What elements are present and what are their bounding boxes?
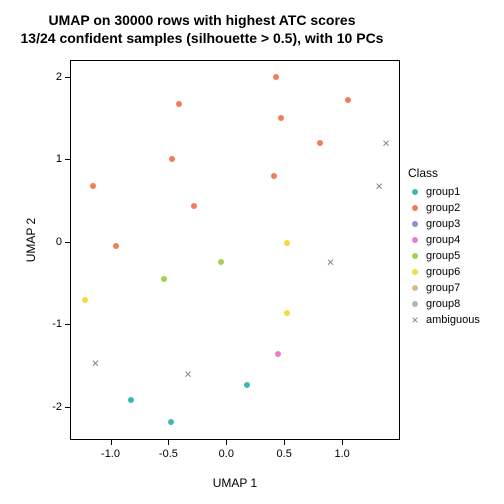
data-point: ×	[327, 256, 335, 269]
legend-label: group5	[426, 250, 460, 262]
legend-row: group1	[408, 184, 480, 200]
data-point: ×	[375, 179, 383, 192]
legend-label: group8	[426, 298, 460, 310]
y-tick-label: 0	[42, 236, 62, 248]
x-tick-label: -1.0	[101, 448, 120, 460]
y-axis-label: UMAP 2	[24, 200, 38, 280]
data-point	[271, 173, 277, 179]
y-tick-label: -2	[42, 401, 62, 413]
data-point	[169, 156, 175, 162]
data-point	[345, 97, 351, 103]
y-tick-label: -1	[42, 318, 62, 330]
legend-label: group1	[426, 186, 460, 198]
dot-icon	[408, 297, 422, 311]
y-tick-mark	[65, 77, 70, 78]
x-tick-label: 0.0	[219, 448, 234, 460]
x-tick-label: 0.5	[277, 448, 292, 460]
dot-icon	[408, 233, 422, 247]
cross-icon: ×	[408, 313, 422, 327]
x-tick-mark	[226, 440, 227, 445]
data-point: ×	[92, 357, 100, 370]
data-point	[244, 382, 250, 388]
legend-row: group2	[408, 200, 480, 216]
dot-icon	[408, 249, 422, 263]
y-tick-mark	[65, 159, 70, 160]
legend-label: ambiguous	[426, 314, 480, 326]
y-tick-mark	[65, 242, 70, 243]
data-point	[278, 115, 284, 121]
y-tick-label: 1	[42, 153, 62, 165]
legend-row: group6	[408, 264, 480, 280]
data-point	[191, 203, 197, 209]
legend-title: Class	[408, 166, 480, 180]
dot-icon	[408, 201, 422, 215]
data-point	[284, 240, 290, 246]
legend-label: group7	[426, 282, 460, 294]
data-point	[218, 259, 224, 265]
data-point	[284, 310, 290, 316]
data-point	[90, 183, 96, 189]
plot-area	[70, 60, 400, 440]
legend-row: group5	[408, 248, 480, 264]
legend-label: group6	[426, 266, 460, 278]
dot-icon	[408, 185, 422, 199]
legend: Class group1 group2 group3 group4 group5 grou…	[408, 166, 480, 328]
data-point	[82, 297, 88, 303]
legend-row: group7	[408, 280, 480, 296]
title-line-1: UMAP on 30000 rows with highest ATC scor…	[0, 12, 404, 30]
x-tick-mark	[168, 440, 169, 445]
data-point	[113, 243, 119, 249]
y-tick-label: 2	[42, 71, 62, 83]
legend-label: group4	[426, 234, 460, 246]
data-point	[317, 140, 323, 146]
x-tick-mark	[284, 440, 285, 445]
dot-icon	[408, 217, 422, 231]
x-tick-label: 1.0	[334, 448, 349, 460]
x-tick-mark	[111, 440, 112, 445]
y-tick-mark	[65, 407, 70, 408]
data-point	[161, 276, 167, 282]
legend-row: × ambiguous	[408, 312, 480, 328]
data-point	[273, 74, 279, 80]
data-point	[176, 101, 182, 107]
legend-label: group3	[426, 218, 460, 230]
y-tick-mark	[65, 324, 70, 325]
legend-label: group2	[426, 202, 460, 214]
legend-row: group4	[408, 232, 480, 248]
x-axis-label: UMAP 1	[70, 476, 400, 490]
umap-scatter-chart: UMAP on 30000 rows with highest ATC scor…	[0, 0, 504, 504]
data-point	[275, 351, 281, 357]
title-line-2: 13/24 confident samples (silhouette > 0.…	[0, 30, 404, 48]
chart-title: UMAP on 30000 rows with highest ATC scor…	[0, 12, 404, 47]
legend-row: group8	[408, 296, 480, 312]
data-point: ×	[382, 136, 390, 149]
x-tick-mark	[342, 440, 343, 445]
data-point	[128, 397, 134, 403]
data-point	[168, 419, 174, 425]
dot-icon	[408, 281, 422, 295]
dot-icon	[408, 265, 422, 279]
x-tick-label: -0.5	[159, 448, 178, 460]
data-point: ×	[184, 367, 192, 380]
legend-row: group3	[408, 216, 480, 232]
